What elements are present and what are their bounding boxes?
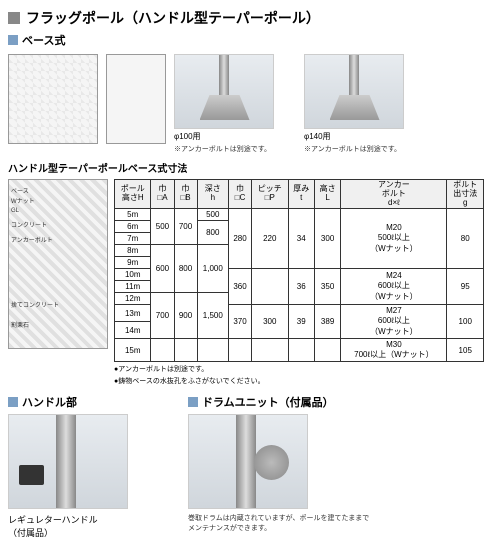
diag-label-4: コンクリート [11, 220, 47, 229]
table-title: ハンドル型テーパーポールベース式寸法 [8, 160, 492, 175]
diag-label-1: ベース [11, 186, 29, 195]
table-wrap: ポール 高さH巾 □A巾 □B深さ h巾 □Cピッチ □P厚み t高さ Lアンカ… [114, 179, 484, 386]
diag-label-2: Wナット [11, 196, 35, 205]
table-note-2: ●鋳物ベースの水抜孔をふさがないでください。 [114, 376, 484, 386]
diag-label-6: 捨てコンクリート [11, 300, 59, 309]
spec-table: ポール 高さH巾 □A巾 □B深さ h巾 □Cピッチ □P厚み t高さ Lアンカ… [114, 179, 484, 362]
subtitle: ベース式 [22, 32, 65, 48]
top-section: φ100用 ※アンカーボルトは別途です。 φ140用 ※アンカーボルトは別途です… [8, 54, 492, 154]
photo-1-note: ※アンカーボルトは別途です。 [174, 144, 274, 154]
bottom-section: ハンドル部 レギュレターハンドル （付属品） ドラムユニット（付属品） 巻取ドラ… [8, 394, 492, 539]
sub-square-icon [8, 35, 18, 45]
diagram-side-view [106, 54, 166, 144]
handle-caption: レギュレターハンドル （付属品） [8, 513, 128, 539]
handle-img [8, 414, 128, 509]
drum-icon [188, 397, 198, 407]
diagram-top-view [8, 54, 98, 144]
photo-row: φ100用 ※アンカーボルトは別途です。 φ140用 ※アンカーボルトは別途です… [174, 54, 404, 154]
diag-label-3: GL [11, 208, 19, 214]
handle-title: ハンドル部 [22, 394, 77, 410]
page-header: フラッグポール（ハンドル型テーパーポール） [8, 8, 492, 28]
diag-label-7: 割栗石 [11, 320, 29, 329]
photo-2-caption: φ140用 [304, 131, 404, 142]
page-title: フラッグポール（ハンドル型テーパーポール） [26, 8, 320, 28]
handle-section: ハンドル部 レギュレターハンドル （付属品） [8, 394, 128, 539]
table-note-1: ●アンカーボルトは別途です。 [114, 364, 484, 374]
drum-caption: 巻取ドラムは内蔵されていますが、ポールを建てたままで メンテナンスができます。 [188, 513, 369, 533]
photo-2-img [304, 54, 404, 129]
photo-1-img [174, 54, 274, 129]
photo-2-note: ※アンカーボルトは別途です。 [304, 144, 404, 154]
drum-title: ドラムユニット（付属品） [202, 394, 334, 410]
mid-section: ベース Wナット GL コンクリート アンカーボルト 捨てコンクリート 割栗石 … [8, 179, 492, 386]
photo-1: φ100用 ※アンカーボルトは別途です。 [174, 54, 274, 154]
subtitle-row: ベース式 [8, 32, 492, 48]
diag-label-5: アンカーボルト [11, 235, 53, 244]
handle-icon [8, 397, 18, 407]
photo-2: φ140用 ※アンカーボルトは別途です。 [304, 54, 404, 154]
drum-img [188, 414, 308, 509]
foundation-diagram: ベース Wナット GL コンクリート アンカーボルト 捨てコンクリート 割栗石 [8, 179, 108, 349]
header-square-icon [8, 12, 20, 24]
drum-section: ドラムユニット（付属品） 巻取ドラムは内蔵されていますが、ポールを建てたままで … [188, 394, 369, 539]
photo-1-caption: φ100用 [174, 131, 274, 142]
